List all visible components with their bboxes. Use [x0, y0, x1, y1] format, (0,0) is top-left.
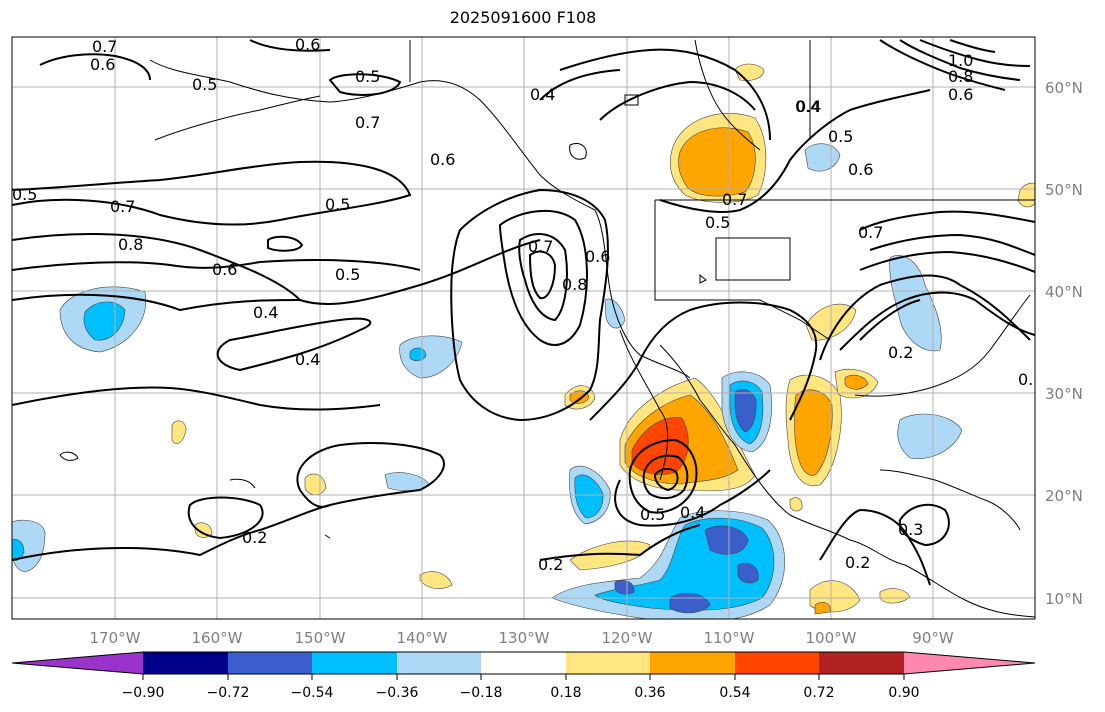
contour-label: 0.2 — [538, 555, 563, 574]
longitude-label: 140°W — [397, 629, 448, 647]
contour-label: 0.6 — [295, 35, 320, 54]
colorbar-segment — [312, 652, 397, 674]
contour-label: 0.4 — [796, 97, 821, 116]
longitude-label: 160°W — [192, 629, 243, 647]
contour-label: 0.2 — [1018, 370, 1043, 389]
contour-label: 0.4 — [680, 503, 705, 522]
longitude-label: 150°W — [295, 629, 346, 647]
latitude-label: 40°N — [1045, 283, 1083, 301]
contour-label: 1.0 — [948, 51, 973, 70]
colorbar-tick-label: −0.54 — [291, 685, 334, 701]
longitude-label: 100°W — [806, 629, 857, 647]
contour-label: 0.7 — [355, 113, 380, 132]
colorbar-segment — [397, 652, 481, 674]
colorbar-tick-label: −0.18 — [460, 685, 503, 701]
longitude-label: 90°W — [912, 629, 954, 647]
latitude-label: 60°N — [1045, 79, 1083, 97]
colorbar-segment — [650, 652, 735, 674]
contour-labels: 0.7 0.6 0.6 0.5 0.5 0.7 0.6 0.5 0.7 0.8 … — [12, 35, 1043, 574]
longitude-label: 130°W — [499, 629, 550, 647]
colorbar-tick-label: −0.90 — [122, 685, 165, 701]
longitude-label: 170°W — [90, 629, 141, 647]
colorbar-segment — [819, 652, 904, 674]
colorbar-segment — [566, 652, 650, 674]
colorbar: −0.90 −0.72 −0.54 −0.36 −0.18 0.18 0.36 … — [11, 651, 1036, 701]
contour-label: 0.6 — [948, 85, 973, 104]
colorbar-tick-label: −0.72 — [207, 685, 250, 701]
colorbar-tick-label: 0.72 — [803, 685, 834, 701]
latitude-label: 30°N — [1045, 385, 1083, 403]
colorbar-segment — [735, 652, 819, 674]
contour-label: 0.8 — [562, 275, 587, 294]
contour-label: 0.5 — [828, 127, 853, 146]
contour-label: 0.2 — [242, 528, 267, 547]
contour-label: 0.4 — [795, 97, 820, 116]
contour-label: 0.5 — [705, 213, 730, 232]
contour-lines — [12, 39, 1035, 586]
colorbar-tick-label: −0.36 — [376, 685, 419, 701]
contour-label: 0.5 — [355, 67, 380, 86]
contour-label: 0.6 — [585, 247, 610, 266]
latitude-label: 50°N — [1045, 181, 1083, 199]
contour-label: 0.8 — [118, 235, 143, 254]
colorbar-segment — [143, 652, 228, 674]
contour-label: 0.5 — [12, 185, 37, 204]
grid-lines — [12, 37, 1035, 619]
contour-label: 0.7 — [528, 237, 553, 256]
contour-label: 0.7 — [110, 197, 135, 216]
colorbar-segment — [481, 652, 566, 674]
contour-label: 0.5 — [192, 75, 217, 94]
contour-label: 0.6 — [90, 55, 115, 74]
contour-label: 0.6 — [212, 260, 237, 279]
map-title: 2025091600 F108 — [449, 8, 597, 27]
contour-label: 0.7 — [92, 37, 117, 56]
contour-label: 0.4 — [530, 85, 555, 104]
colorbar-tick-label: 0.90 — [888, 685, 919, 701]
colorbar-max-extension — [904, 652, 1035, 674]
contour-label: 0.5 — [335, 265, 360, 284]
contour-label: 0.2 — [845, 553, 870, 572]
colorbar-tick-label: 0.18 — [550, 685, 581, 701]
coastlines — [59, 39, 1035, 618]
contour-label: 0.2 — [888, 343, 913, 362]
contour-label: 0.6 — [430, 150, 455, 169]
longitude-label: 110°W — [704, 629, 755, 647]
longitude-axis: 170°W 160°W 150°W 140°W 130°W 120°W 110°… — [90, 629, 954, 647]
contour-label: 0.4 — [253, 303, 278, 322]
contour-label: 0.6 — [848, 160, 873, 179]
map-frame — [11, 36, 1036, 620]
contour-label: 0.3 — [898, 520, 923, 539]
latitude-label: 20°N — [1045, 487, 1083, 505]
contour-label: 0.4 — [295, 350, 320, 369]
colorbar-tick-label: 0.36 — [634, 685, 665, 701]
contour-label: 0.8 — [948, 67, 973, 86]
contour-label: 0.7 — [858, 223, 883, 242]
colorbar-segment — [228, 652, 312, 674]
latitude-label: 10°N — [1045, 590, 1083, 608]
latitude-axis: 60°N 50°N 40°N 30°N 20°N 10°N — [1045, 79, 1083, 608]
contour-label: 0.7 — [722, 190, 747, 209]
colorbar-min-extension — [12, 652, 143, 674]
contour-label: 0.5 — [325, 195, 350, 214]
colorbar-tick-label: 0.54 — [719, 685, 750, 701]
contour-label: 0.5 — [640, 505, 665, 524]
longitude-label: 120°W — [602, 629, 653, 647]
